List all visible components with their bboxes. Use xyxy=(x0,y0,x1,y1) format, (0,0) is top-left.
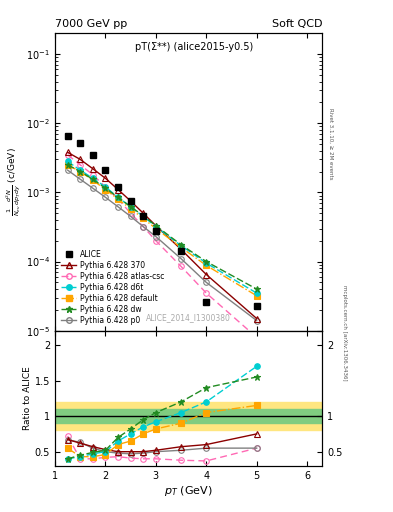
Y-axis label: $\frac{1}{N_{ev}}\frac{d^2N}{dp_{T}dy}$ (c/GeV): $\frac{1}{N_{ev}}\frac{d^2N}{dp_{T}dy}$ … xyxy=(5,147,23,217)
Text: Rivet 3.1.10, ≥ 2M events: Rivet 3.1.10, ≥ 2M events xyxy=(328,108,333,179)
Y-axis label: Ratio to ALICE: Ratio to ALICE xyxy=(23,367,32,430)
Text: Soft QCD: Soft QCD xyxy=(272,19,322,29)
Text: mcplots.cern.ch [arXiv:1306.3436]: mcplots.cern.ch [arXiv:1306.3436] xyxy=(342,285,347,380)
Text: ALICE_2014_I1300380: ALICE_2014_I1300380 xyxy=(146,313,231,322)
X-axis label: $p_T$ (GeV): $p_T$ (GeV) xyxy=(164,483,213,498)
Text: pT(Σ**) (alice2015-y0.5): pT(Σ**) (alice2015-y0.5) xyxy=(135,42,253,52)
Bar xyxy=(55,402,322,431)
Text: 7000 GeV pp: 7000 GeV pp xyxy=(55,19,127,29)
Legend: ALICE, Pythia 6.428 370, Pythia 6.428 atlas-csc, Pythia 6.428 d6t, Pythia 6.428 : ALICE, Pythia 6.428 370, Pythia 6.428 at… xyxy=(59,248,167,327)
Bar xyxy=(55,409,322,423)
